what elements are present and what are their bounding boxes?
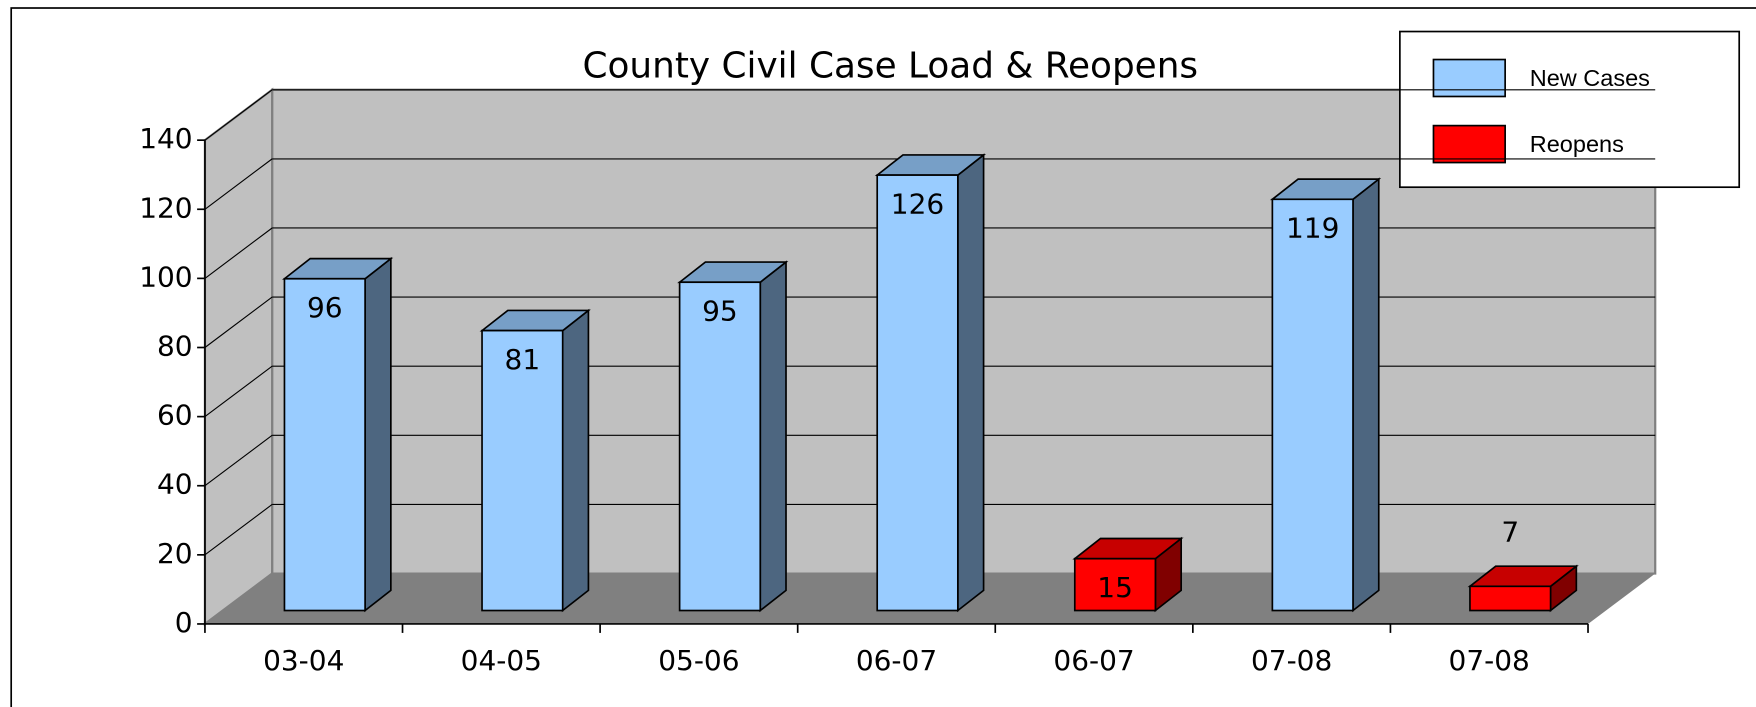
bar: [481, 329, 564, 612]
data-label: 95: [702, 294, 738, 327]
side-wall: [203, 87, 274, 627]
x-tick-label: 07-08: [1449, 644, 1530, 677]
bar: [678, 281, 762, 612]
grid-line: [204, 503, 273, 556]
x-tick-label: 06-07: [856, 644, 937, 677]
bar: [283, 277, 366, 612]
bar: [876, 174, 959, 612]
bar-side: [759, 260, 787, 613]
chart-title: County Civil Case Load & Reopens: [583, 45, 1199, 86]
data-label: 119: [1286, 212, 1339, 245]
y-tick-label: 100: [139, 260, 192, 293]
grid-line: [204, 158, 273, 210]
bar: [1469, 585, 1552, 612]
y-tick-label: 40: [157, 468, 193, 501]
bar-side: [561, 308, 590, 613]
legend: New Cases Reopens: [1399, 30, 1741, 189]
grid-line: [204, 227, 273, 279]
y-tick-label: 80: [157, 330, 193, 363]
legend-label: Reopens: [1530, 131, 1624, 157]
grid-line: [204, 365, 273, 418]
data-label: 126: [891, 187, 944, 220]
bar: [1271, 198, 1354, 612]
x-tick-label: 06-07: [1053, 644, 1134, 677]
data-label: 15: [1097, 571, 1133, 604]
data-label: 7: [1501, 516, 1519, 549]
legend-swatch: [1432, 58, 1506, 98]
bar-side: [956, 153, 985, 613]
bar: [1073, 557, 1157, 612]
grid-line: [204, 89, 273, 141]
grid-line: [204, 434, 273, 487]
x-tick-label: 07-08: [1251, 644, 1332, 677]
y-tick-label: 60: [157, 399, 193, 432]
grid-line: [204, 296, 273, 348]
x-tick-label: 03-04: [263, 644, 344, 677]
bar-side: [1352, 177, 1380, 613]
y-tick-label: 140: [139, 122, 192, 155]
data-label: 81: [505, 343, 541, 376]
legend-label: New Cases: [1530, 65, 1650, 91]
bar-side: [364, 256, 392, 613]
legend-swatch: [1432, 124, 1506, 164]
data-label: 96: [307, 291, 343, 324]
x-tick-label: 05-06: [658, 644, 739, 677]
y-tick-label: 0: [175, 606, 193, 639]
y-tick-label: 120: [139, 191, 192, 224]
x-tick-label: 04-05: [461, 644, 542, 677]
y-tick-label: 20: [157, 537, 193, 570]
legend-box: [1399, 30, 1741, 189]
